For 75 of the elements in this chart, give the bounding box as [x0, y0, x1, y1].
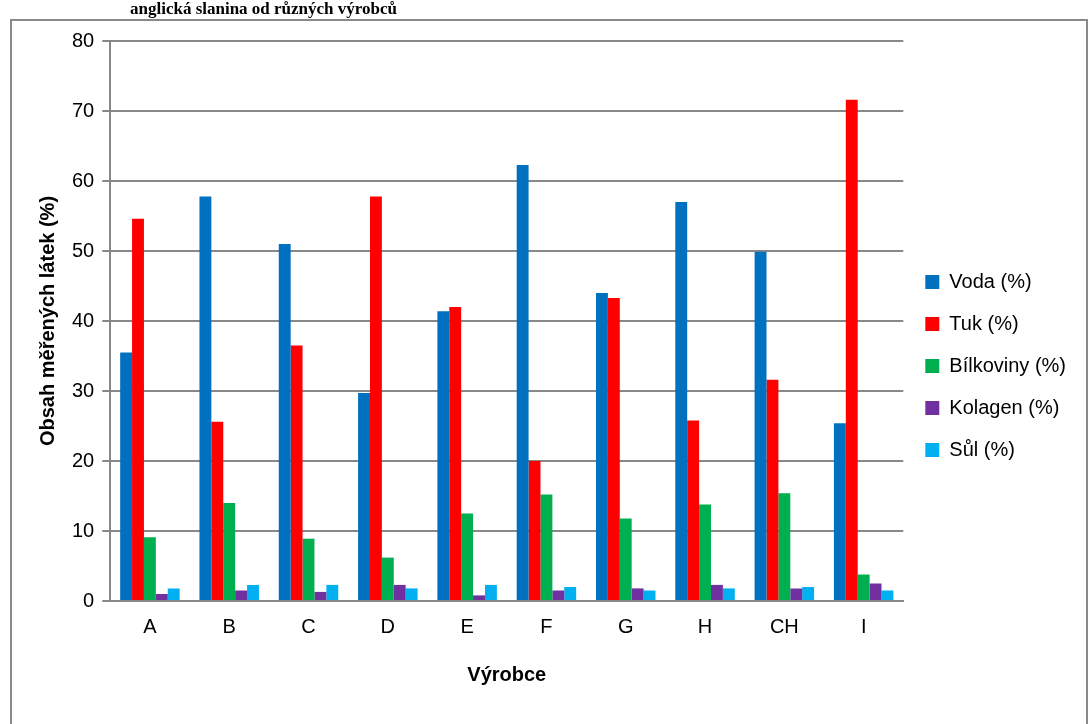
bar: [869, 583, 882, 600]
bar: [710, 584, 723, 600]
bar: [484, 584, 497, 600]
y-tick-label: 30: [72, 378, 95, 401]
legend-label: Bílkoviny (%): [949, 353, 1067, 376]
bar: [358, 393, 370, 600]
bar: [619, 518, 632, 600]
x-axis-title: Výrobce: [467, 662, 547, 685]
bar: [314, 591, 327, 600]
bar: [607, 297, 620, 600]
x-tick-label: G: [617, 614, 634, 637]
bar: [235, 590, 248, 600]
y-tick-label: 70: [72, 98, 95, 121]
bar: [631, 588, 644, 600]
bar: [802, 587, 815, 600]
x-tick-label: A: [143, 614, 158, 637]
bar: [790, 588, 803, 600]
bar: [199, 196, 212, 600]
bar: [132, 218, 144, 600]
bar: [540, 494, 553, 600]
bar: [845, 99, 858, 600]
y-tick-label: 50: [72, 238, 95, 261]
x-tick-label: H: [697, 614, 713, 637]
x-tick-label: F: [540, 614, 553, 637]
chart-title: anglická slanina od různých výrobců: [130, 0, 398, 18]
y-tick-label: 10: [72, 518, 95, 541]
legend-label: Tuk (%): [949, 311, 1019, 334]
bar: [516, 164, 529, 600]
bar: [405, 588, 418, 600]
y-tick-label: 40: [72, 308, 95, 331]
bar: [833, 423, 846, 600]
bar: [143, 537, 156, 600]
bar: [290, 345, 303, 600]
legend-label: Kolagen (%): [949, 395, 1060, 418]
bar: [155, 594, 168, 600]
x-tick-label: C: [301, 614, 316, 637]
bar: [687, 420, 700, 600]
bar: [461, 513, 474, 600]
y-tick-label: 80: [72, 28, 95, 51]
bar: [778, 493, 791, 600]
bar: [766, 379, 779, 600]
bar: [754, 251, 767, 600]
bar: [120, 352, 133, 600]
x-tick-label: D: [380, 614, 396, 637]
bar: [393, 584, 406, 600]
bar: [722, 588, 735, 600]
bar: [381, 557, 394, 600]
bar: [211, 421, 224, 600]
bar: [564, 587, 577, 600]
bar: [699, 504, 711, 600]
bar: [473, 595, 485, 600]
y-axis-title: Obsah měřených látek (%): [35, 195, 58, 447]
bar: [528, 461, 541, 600]
bar: [369, 196, 382, 600]
bar: [437, 311, 450, 600]
bar: [449, 307, 462, 600]
bar: [247, 584, 259, 600]
bar: [223, 503, 236, 600]
y-tick-label: 0: [83, 588, 95, 611]
legend-label: Voda (%): [949, 269, 1032, 292]
y-tick-label: 20: [72, 448, 95, 471]
bar: [326, 584, 339, 600]
bar: [302, 538, 315, 600]
bar: [857, 574, 870, 600]
bar: [167, 588, 180, 600]
bar: [596, 293, 608, 600]
bar: [278, 244, 291, 600]
x-tick-label: CH: [769, 614, 799, 637]
x-tick-label: B: [222, 614, 236, 637]
bar: [675, 202, 688, 600]
bar: [552, 590, 565, 600]
legend-label: Sůl (%): [949, 437, 1015, 460]
y-tick-label: 60: [72, 168, 95, 191]
x-tick-label: E: [460, 614, 474, 637]
x-tick-label: I: [860, 614, 867, 637]
